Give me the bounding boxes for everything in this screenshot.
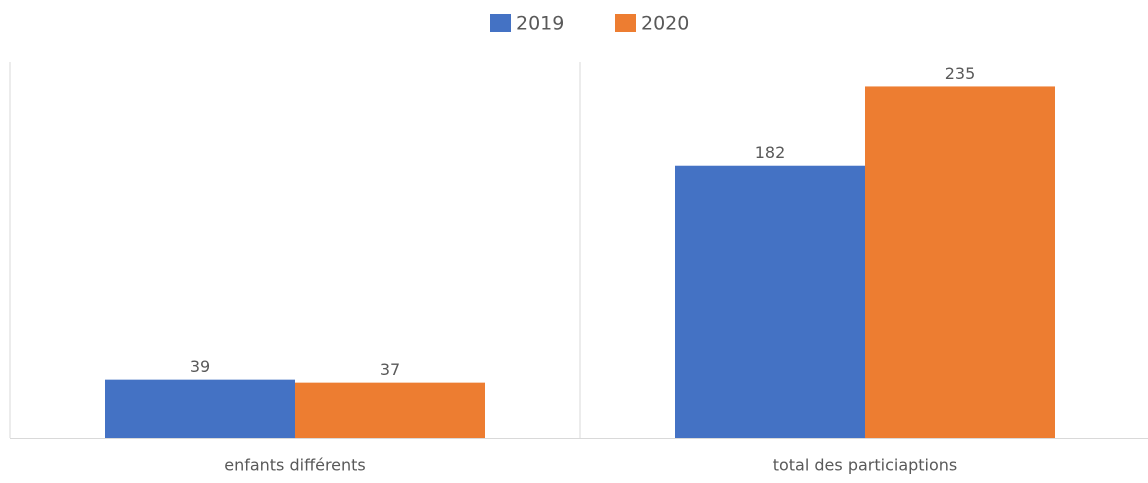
x-tick-label: total des particiaptions	[773, 456, 958, 475]
legend-label: 2019	[516, 13, 564, 35]
legend-swatch	[615, 14, 636, 32]
data-label: 39	[190, 357, 210, 376]
data-label: 235	[945, 64, 976, 83]
legend-swatch	[490, 14, 511, 32]
x-tick-label: enfants différents	[224, 456, 366, 475]
bar	[295, 382, 485, 438]
legend-label: 2020	[641, 13, 689, 35]
data-label: 182	[755, 143, 786, 162]
bar	[675, 165, 865, 438]
bar	[105, 379, 295, 438]
bar	[865, 86, 1055, 438]
data-label: 37	[380, 360, 400, 379]
